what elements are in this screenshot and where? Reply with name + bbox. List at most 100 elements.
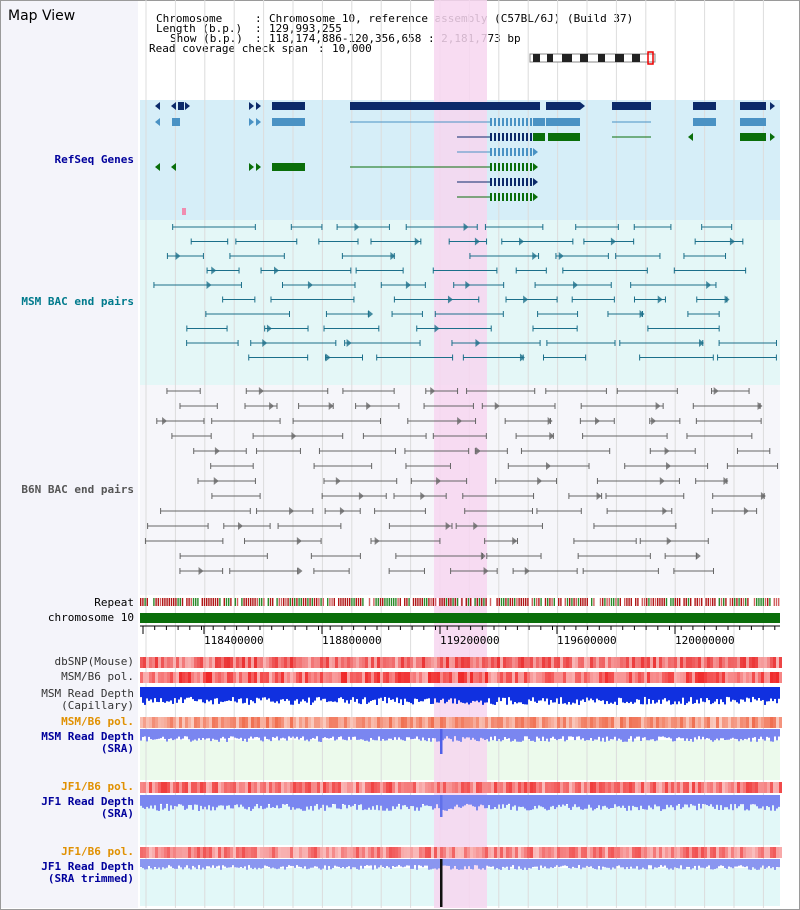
jf1-trim-depth-bar — [246, 859, 248, 870]
msm-capillary-depth-bar — [712, 687, 714, 704]
msm-b6-pol-cell — [470, 717, 473, 728]
bac-end-arrow — [339, 507, 345, 515]
jf1-trim-depth-bar — [622, 859, 624, 868]
jf1-b6-pol-cell — [557, 847, 560, 858]
jf1-b6-pol-cell — [362, 782, 365, 793]
msm-capillary-depth-bar — [696, 687, 698, 700]
msm-sra-depth-bar — [730, 729, 732, 739]
jf1-b6-pol-cell — [737, 782, 740, 793]
jf1-trim-depth-bar — [330, 859, 332, 870]
msm-sra-depth-bar — [206, 729, 208, 739]
jf1-b6-pol-cell — [767, 847, 770, 858]
jf1-trim-depth-bar — [482, 859, 484, 869]
msm-b6-pol-cell — [557, 717, 560, 728]
jf1-sra-depth-bar — [370, 795, 372, 810]
jf1-b6-pol-cell — [521, 847, 524, 858]
track-label-refseq[interactable]: RefSeq Genes — [54, 153, 134, 166]
jf1-b6-pol-cell — [299, 847, 302, 858]
dbsnp-cell — [140, 657, 143, 668]
jf1-b6-pol-cell — [215, 782, 218, 793]
dbsnp-cell — [164, 657, 167, 668]
msm-b6-pol-cell — [287, 717, 290, 728]
jf1-sra-depth-bar — [360, 795, 362, 805]
jf1-b6-pol-cell — [764, 782, 767, 793]
msm-capillary-depth-bar — [394, 687, 396, 702]
jf1-b6-pol-cell — [632, 782, 635, 793]
jf1-sra-depth-bar — [584, 795, 586, 809]
msm-b6-pol-cell — [575, 672, 578, 683]
msm-b6-pol-cell — [572, 672, 575, 683]
msm-capillary-depth-bar — [166, 687, 168, 702]
msm-sra-depth-bar — [414, 729, 416, 739]
jf1-sra-depth-bar — [258, 795, 260, 809]
gene-exon — [522, 163, 524, 171]
repeat-element — [393, 598, 395, 606]
repeat-element — [355, 598, 357, 606]
jf1-b6-pol-cell — [338, 782, 341, 793]
bac-end-arrow — [573, 281, 579, 289]
jf1-trim-depth-bar — [726, 859, 728, 869]
jf1-trim-depth-bar — [200, 859, 202, 870]
jf1-sra-depth-bar — [278, 795, 280, 809]
msm-b6-pol-cell — [596, 672, 599, 683]
jf1-b6-pol-cell — [194, 847, 197, 858]
msm-sra-depth-bar — [530, 729, 532, 741]
jf1-sra-depth-bar — [564, 795, 566, 806]
jf1-trim-depth-bar — [684, 859, 686, 870]
jf1-b6-pol-cell — [164, 847, 167, 858]
jf1-sra-depth-bar — [312, 795, 314, 811]
jf1-trim-depth-bar — [250, 859, 252, 868]
msm-b6-pol-cell — [494, 717, 497, 728]
dbsnp-cell — [719, 657, 722, 668]
dbsnp-cell — [611, 657, 614, 668]
track-label-b6n-bac[interactable]: B6N BAC end pairs — [21, 483, 134, 496]
jf1-sra-depth-bar — [600, 795, 602, 810]
msm-b6-pol-cell — [563, 672, 566, 683]
dbsnp-cell — [398, 657, 401, 668]
jf1-trim-depth-bar — [708, 859, 710, 866]
jf1-sra-depth-bar — [362, 795, 364, 811]
jf1-trim-depth-bar — [478, 859, 480, 869]
repeat-element — [426, 598, 428, 606]
msm-capillary-depth-bar — [228, 687, 230, 701]
jf1-trim-depth-bar — [348, 859, 350, 867]
jf1-trim-depth-bar — [626, 859, 628, 868]
jf1-sra-depth-bar — [206, 795, 208, 810]
dbsnp-cell — [167, 657, 170, 668]
repeat-element — [756, 598, 758, 606]
msm-capillary-depth-bar — [774, 687, 776, 699]
jf1-b6-pol-cell — [176, 847, 179, 858]
dbsnp-cell — [509, 657, 512, 668]
jf1-b6-pol-cell — [287, 847, 290, 858]
msm-sra-depth-bar — [630, 729, 632, 737]
jf1-sra-depth-bar — [182, 795, 184, 806]
jf1-sra-depth-bar — [490, 795, 492, 810]
msm-sra-depth-bar — [542, 729, 544, 737]
msm-capillary-depth-bar — [386, 687, 388, 704]
msm-capillary-depth-bar — [248, 687, 250, 705]
msm-capillary-depth-bar — [312, 687, 314, 703]
gene-exon — [526, 193, 528, 201]
msm-b6-pol-cell — [404, 717, 407, 728]
msm-capillary-depth-bar — [462, 687, 464, 703]
repeat-element — [366, 598, 368, 606]
track-label-msm-bac[interactable]: MSM BAC end pairs — [21, 295, 134, 308]
jf1-sra-depth-bar — [516, 795, 518, 811]
bac-end-arrow — [214, 447, 220, 455]
msm-capillary-depth-bar — [760, 687, 762, 701]
jf1-sra-depth-bar — [224, 795, 226, 810]
dbsnp-cell — [587, 657, 590, 668]
jf1-b6-pol-cell — [308, 847, 311, 858]
msm-b6-pol-cell — [401, 717, 404, 728]
msm-b6-pol-cell — [554, 717, 557, 728]
msm-sra-depth-bar — [718, 729, 720, 741]
msm-b6-pol-cell — [365, 717, 368, 728]
msm-b6-pol-cell — [146, 672, 149, 683]
repeat-element — [771, 598, 773, 606]
msm-b6-pol-cell — [188, 672, 191, 683]
bac-end-arrow — [483, 567, 489, 575]
msm-capillary-depth-bar — [320, 687, 322, 701]
gene-exon — [526, 178, 528, 186]
jf1-b6-pol-cell — [554, 847, 557, 858]
